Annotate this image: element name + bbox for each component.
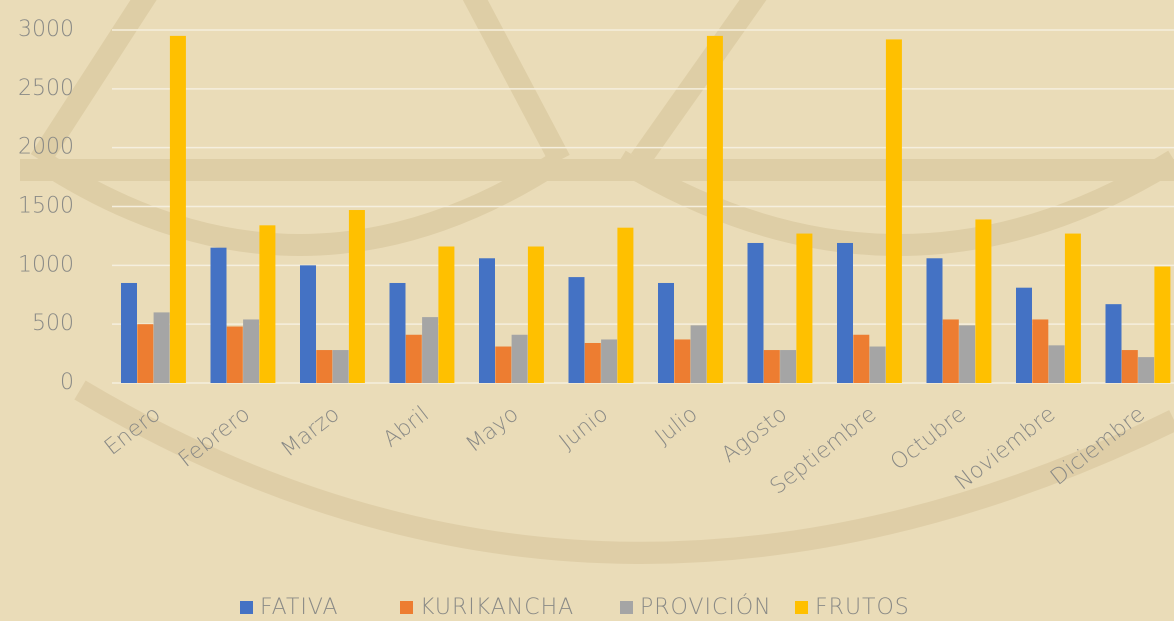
bar (333, 350, 349, 383)
bar (1032, 319, 1048, 383)
bar (1065, 234, 1081, 383)
bar (121, 283, 137, 383)
y-tick-label: 2500 (18, 76, 74, 101)
legend-swatch (620, 601, 633, 614)
bar (349, 210, 365, 383)
legend-swatch (795, 601, 808, 614)
bar (1106, 304, 1122, 383)
legend-label: FATIVA (260, 595, 339, 620)
bar (438, 247, 454, 383)
bar (316, 350, 332, 383)
bar (227, 327, 243, 383)
bar (837, 243, 853, 383)
bar (1138, 357, 1154, 383)
y-tick-label: 1000 (18, 252, 74, 277)
legend-swatch (400, 601, 413, 614)
bar (243, 319, 259, 383)
bar (959, 325, 975, 383)
bar (886, 39, 902, 383)
y-tick-label: 2000 (18, 135, 74, 160)
bar (406, 335, 422, 383)
bar (943, 319, 959, 383)
bar (390, 283, 406, 383)
y-tick-label: 500 (32, 311, 74, 336)
bar (601, 339, 617, 383)
bar (300, 265, 316, 383)
bar (707, 36, 723, 383)
y-tick-label: 0 (60, 370, 74, 395)
bar (748, 243, 764, 383)
bar (512, 335, 528, 383)
legend-swatch (240, 601, 253, 614)
bar (764, 350, 780, 383)
bar (1049, 345, 1065, 383)
bar (617, 228, 633, 383)
bar (585, 343, 601, 383)
legend-label: PROVICIÓN (640, 594, 772, 620)
bar (528, 247, 544, 383)
page: 050010001500200025003000EneroFebreroMarz… (0, 0, 1174, 621)
chart: 050010001500200025003000EneroFebreroMarz… (0, 0, 1174, 621)
legend-label: KURIKANCHA (420, 595, 574, 620)
bar (1122, 350, 1138, 383)
bar (796, 234, 812, 383)
bar (780, 350, 796, 383)
bar (853, 335, 869, 383)
bar (422, 317, 438, 383)
bar (1154, 267, 1170, 383)
bar (479, 258, 495, 383)
bar (1016, 288, 1032, 383)
legend-label: FRUTOS (815, 595, 910, 620)
bar (975, 219, 991, 383)
bar (170, 36, 186, 383)
bar (154, 312, 170, 383)
bar (674, 339, 690, 383)
bar (137, 324, 153, 383)
bar (211, 248, 227, 383)
bar (259, 225, 275, 383)
bar (569, 277, 585, 383)
bar (691, 325, 707, 383)
bar (658, 283, 674, 383)
bar (870, 347, 886, 383)
bar (495, 347, 511, 383)
y-tick-label: 1500 (18, 194, 74, 219)
y-tick-label: 3000 (18, 17, 74, 42)
bar (927, 258, 943, 383)
